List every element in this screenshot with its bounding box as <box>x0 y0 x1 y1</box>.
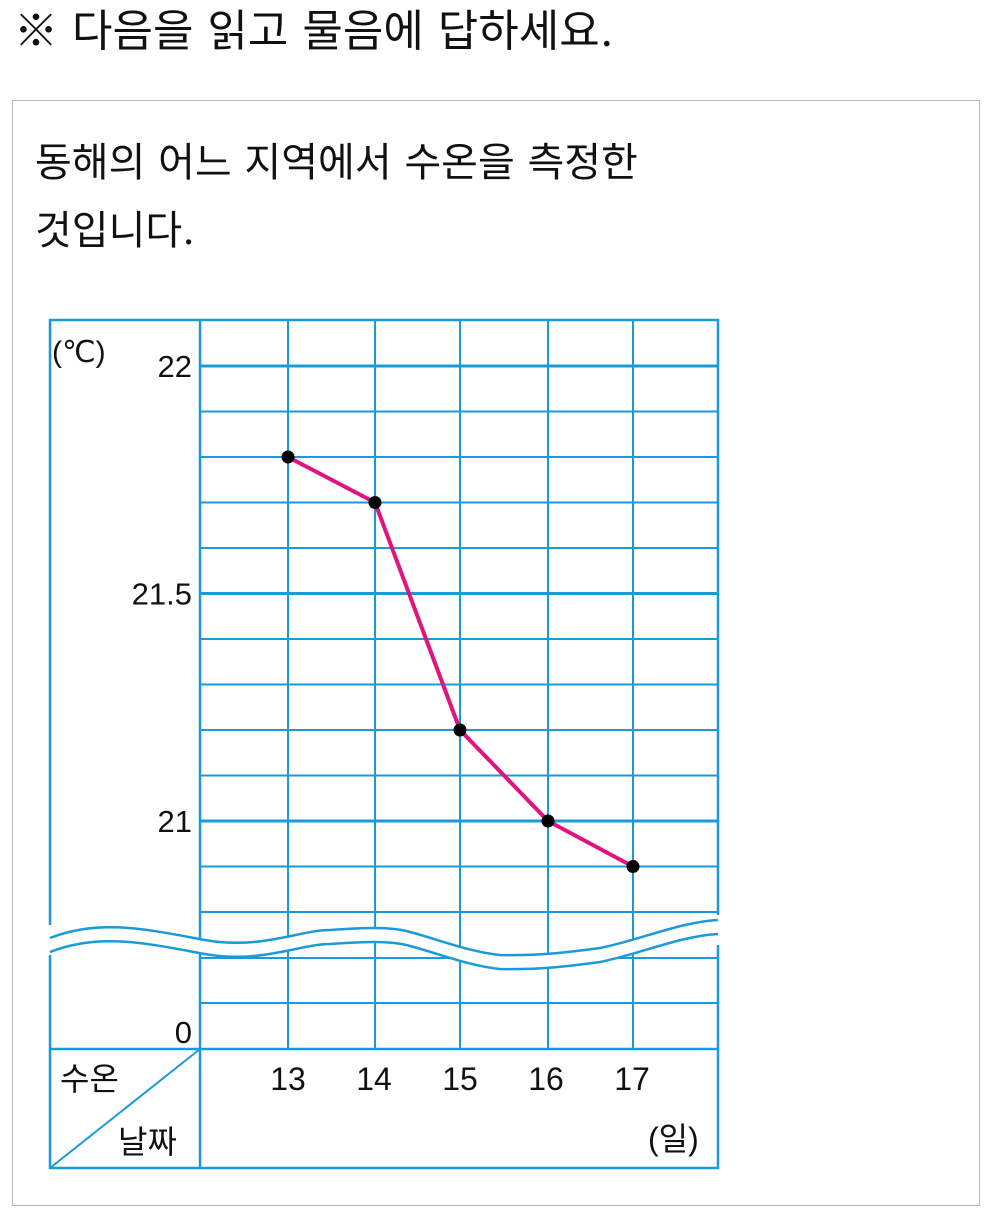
series-point-layer <box>281 450 640 873</box>
x-axis-label: 날짜 <box>118 1124 177 1160</box>
y-tick-label: 0 <box>175 1015 192 1050</box>
problem-text-line-1: 동해의 어느 지역에서 수온을 측정한 <box>35 140 638 186</box>
x-tick-label: 17 <box>614 1061 650 1097</box>
chart-frame <box>48 318 720 1170</box>
x-tick-label: 16 <box>528 1061 564 1097</box>
header-diagonal <box>49 1048 201 1169</box>
data-point <box>453 723 467 737</box>
axis-break-gap-right <box>712 915 726 945</box>
x-tick-label: 15 <box>442 1061 478 1097</box>
axis-break-wave-upper <box>49 918 719 957</box>
axis-break-band <box>50 920 718 970</box>
chart-labels: (℃) (일) 수온 날짜 22 21.5 21 0 13 14 15 16 17 <box>52 336 699 1160</box>
problem-text-line-2: 것입니다. <box>35 208 195 254</box>
y-tick-label: 21 <box>158 804 192 839</box>
axis-break-gap-left <box>40 925 52 955</box>
data-point <box>368 496 382 509</box>
problem-box: 동해의 어느 지역에서 수온을 측정한 것입니다. <box>12 100 980 1206</box>
data-point <box>281 450 295 464</box>
axis-break <box>40 915 726 971</box>
data-point <box>626 860 640 873</box>
problem-text: 동해의 어느 지역에서 수온을 측정한 것입니다. <box>35 129 935 265</box>
x-tick-label: 13 <box>270 1061 306 1097</box>
instruction-text: ※ 다음을 읽고 물음에 답하세요. <box>14 6 614 57</box>
y-tick-label: 22 <box>158 349 192 384</box>
y-tick-label: 21.5 <box>132 577 192 612</box>
x-tick-label: 14 <box>356 1061 392 1097</box>
axis-break-wave-lower <box>49 932 719 971</box>
data-point <box>541 814 555 828</box>
x-axis-unit: (일) <box>648 1121 699 1157</box>
chart-grid <box>48 318 720 1170</box>
y-axis-unit: (℃) <box>52 336 106 369</box>
y-axis-label: 수온 <box>60 1061 119 1097</box>
